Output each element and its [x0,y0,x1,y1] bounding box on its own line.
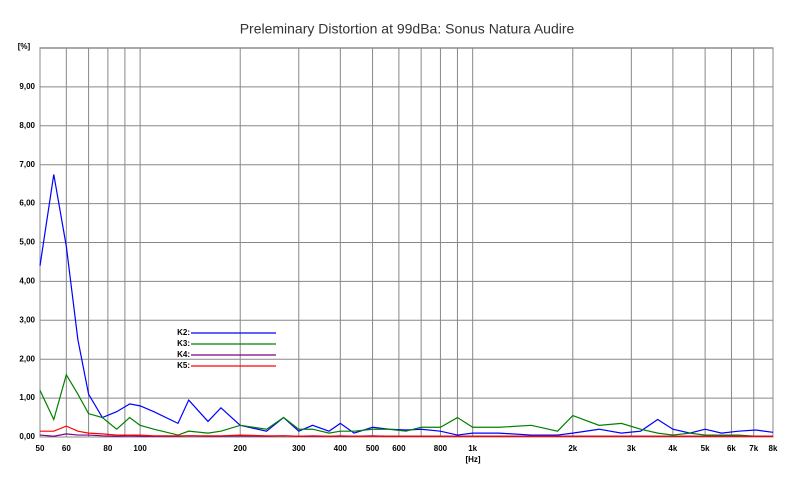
y-tick-label: 1,00 [19,393,35,402]
x-tick-label: 7k [749,444,758,453]
y-axis-label: [%] [18,42,31,51]
y-tick-label: 2,00 [19,354,35,363]
legend-label: K3: [177,339,190,348]
x-tick-label: 2k [568,444,577,453]
x-axis-label: [Hz] [465,455,480,464]
legend-box [175,329,277,369]
x-tick-label: 1k [468,444,477,453]
legend-label: K5: [177,361,190,370]
y-tick-label: 6,00 [19,199,35,208]
x-tick-label: 600 [392,444,406,453]
y-tick-label: 4,00 [19,277,35,286]
x-tick-label: 6k [727,444,736,453]
y-tick-label: 5,00 [19,238,35,247]
x-tick-label: 200 [234,444,248,453]
y-tick-label: 9,00 [19,82,35,91]
series-line [40,425,773,437]
y-tick-label: 7,00 [19,160,35,169]
y-tick-label: 0,00 [19,432,35,441]
x-tick-label: 300 [292,444,306,453]
x-tick-label: 100 [133,444,147,453]
x-tick-label: 3k [627,444,636,453]
y-tick-label: 8,00 [19,121,35,130]
x-tick-label: 5k [701,444,710,453]
y-tick-label: 3,00 [19,315,35,324]
x-tick-label: 50 [36,444,45,453]
legend-label: K2: [177,328,190,337]
series-line [39,373,773,437]
x-tick-label: 60 [62,444,71,453]
x-tick-label: 500 [366,444,380,453]
x-tick-label: 400 [334,444,348,453]
x-tick-label: 4k [668,444,677,453]
x-tick-label: 80 [103,444,112,453]
chart-title: Preleminary Distortion at 99dBa: Sonus N… [240,21,575,37]
legend-label: K4: [177,350,190,359]
x-tick-label: 8k [769,444,778,453]
x-tick-label: 800 [434,444,448,453]
